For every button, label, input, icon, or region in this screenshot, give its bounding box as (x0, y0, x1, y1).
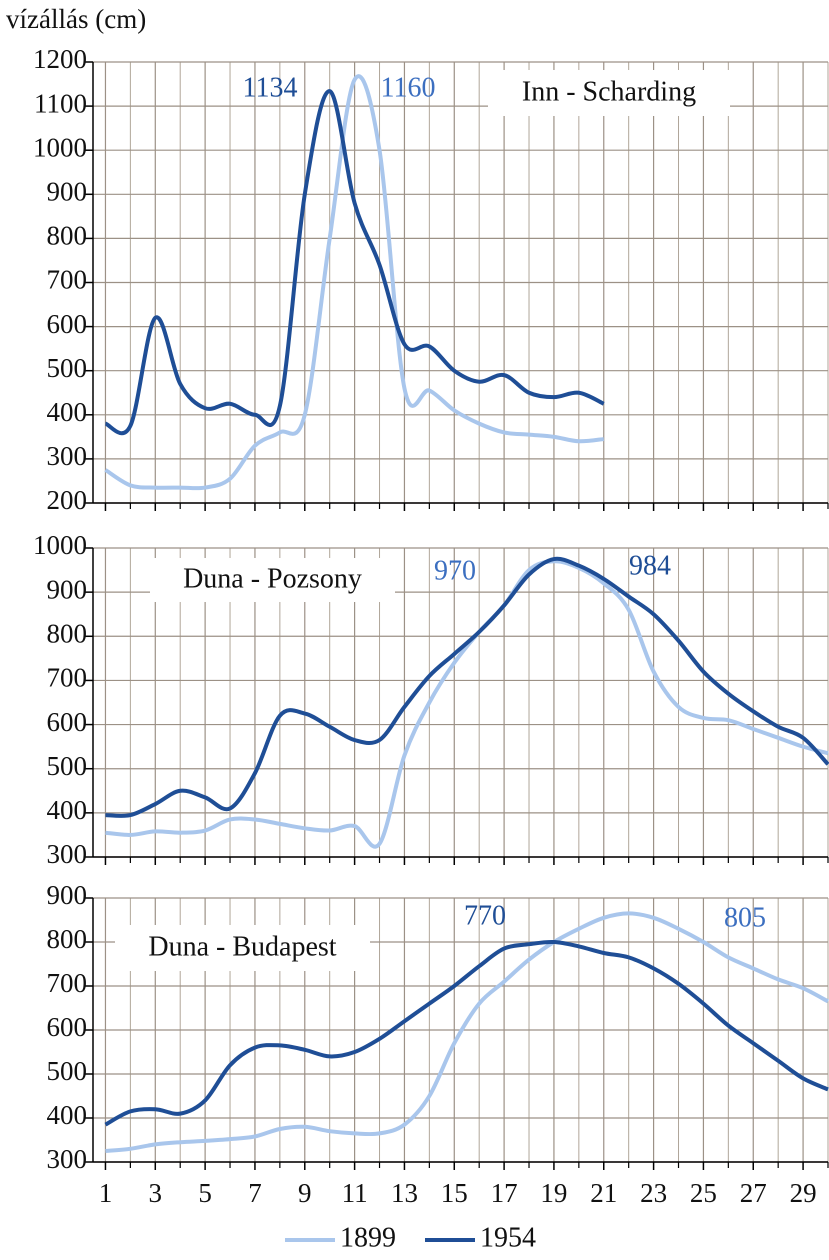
y-tick-label: 400 (47, 1100, 88, 1130)
x-tick-label: 23 (640, 1178, 667, 1208)
x-tick-label: 25 (690, 1178, 717, 1208)
line (105, 911, 829, 1153)
x-tick-label: 9 (298, 1178, 312, 1208)
line (104, 74, 604, 491)
y-tick-label: 1100 (34, 88, 87, 118)
title-box (115, 925, 370, 971)
y-tick-label: 900 (47, 574, 88, 604)
x-tick-label: 21 (590, 1178, 617, 1208)
x-tick-label: 7 (248, 1178, 262, 1208)
y-tick-label: 500 (47, 751, 88, 781)
y-tick-label: 700 (47, 968, 88, 998)
annotation: 1134 (243, 72, 298, 103)
x-tick-label: 15 (441, 1178, 468, 1208)
line (105, 556, 829, 818)
x-tick-label: 3 (149, 1178, 163, 1208)
y-tick-label: 600 (47, 707, 88, 737)
x-tick-label: 1 (99, 1178, 113, 1208)
annotation: 770 (464, 900, 506, 931)
y-tick-label: 1200 (33, 44, 87, 74)
y-tick-label: 1000 (33, 530, 87, 560)
y-tick-label: 400 (47, 397, 88, 427)
y-tick-label: 900 (47, 177, 88, 207)
y-tick-label: 600 (47, 309, 88, 339)
annotation: 984 (629, 550, 671, 581)
x-tick-label: 17 (491, 1178, 518, 1208)
line (104, 89, 605, 435)
y-tick-label: 500 (47, 1056, 88, 1086)
line (104, 939, 829, 1127)
annotation: 970 (434, 555, 476, 586)
x-tick-label: 27 (740, 1178, 767, 1208)
legend-label: 1954 (480, 1222, 536, 1253)
x-tick-label: 5 (198, 1178, 212, 1208)
title-box (150, 558, 395, 602)
panel-title: Duna - Pozsony (183, 563, 362, 594)
legend-label: 1899 (340, 1222, 396, 1253)
title-box (488, 70, 730, 116)
y-tick-label: 700 (47, 663, 88, 693)
line (105, 559, 829, 849)
y-tick-label: 800 (47, 618, 88, 648)
y-tick-label: 900 (47, 880, 88, 910)
y-tick-label: 800 (47, 221, 88, 251)
x-tick-label: 13 (391, 1178, 418, 1208)
y-tick-label: 300 (47, 839, 88, 869)
y-tick-label: 1000 (33, 132, 87, 162)
annotation: 805 (724, 902, 766, 933)
annotation: 1160 (381, 72, 436, 103)
panel-title: Duna - Budapest (148, 931, 336, 962)
x-tick-label: 29 (790, 1178, 817, 1208)
y-tick-label: 800 (47, 924, 88, 954)
panel-title: Inn - Scharding (522, 76, 696, 107)
y-axis-label: vízállás (cm) (6, 4, 146, 34)
y-tick-label: 300 (47, 1144, 88, 1174)
x-tick-label: 19 (540, 1178, 567, 1208)
y-tick-label: 500 (47, 353, 88, 383)
y-tick-label: 300 (47, 441, 88, 471)
y-tick-label: 600 (47, 1012, 88, 1042)
y-tick-label: 200 (47, 485, 88, 515)
y-tick-label: 400 (47, 795, 88, 825)
x-tick-label: 11 (342, 1178, 368, 1208)
y-tick-label: 700 (47, 265, 88, 295)
